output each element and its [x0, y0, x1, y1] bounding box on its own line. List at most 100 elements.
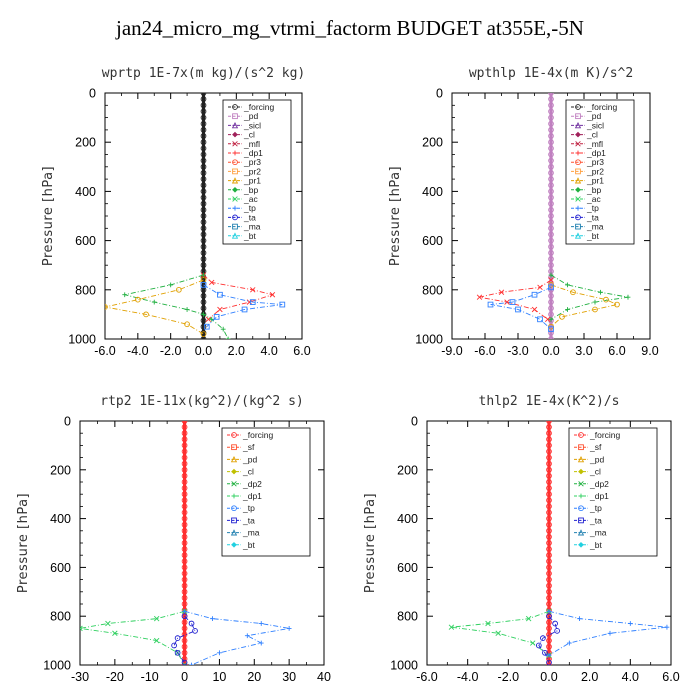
series-point: [200, 282, 207, 288]
legend-marker: [231, 444, 237, 451]
series-point: [566, 640, 572, 646]
legend-marker: [232, 150, 238, 156]
series-point: [546, 460, 552, 467]
series-point: [546, 521, 552, 528]
series-point: [509, 299, 516, 305]
legend-marker: [578, 432, 584, 438]
series-point: [548, 231, 554, 238]
legend-marker: [232, 141, 238, 147]
series-point: [515, 306, 521, 313]
panel-title: rtp2 1E-11x(kg^2)/(kg^2 s): [100, 394, 304, 409]
legend-marker: [575, 168, 581, 175]
legend-marker: [578, 481, 584, 487]
series-point: [200, 170, 207, 176]
series-point: [181, 515, 188, 522]
series-point: [598, 289, 603, 295]
series-point: [201, 312, 206, 317]
series-point: [200, 139, 207, 146]
series-point: [548, 114, 554, 121]
legend-label: _ta: [589, 515, 602, 525]
legend-marker: [575, 223, 581, 230]
series-point: [548, 262, 554, 269]
x-tick-label: 9.0: [641, 344, 658, 358]
series-point: [487, 301, 494, 308]
legend-label: _ma: [589, 528, 607, 538]
series-point: [200, 225, 207, 232]
series-point: [548, 250, 554, 256]
x-tick-label: -6.0: [416, 670, 438, 684]
legend-marker: [578, 444, 584, 451]
legend-label: _ma: [242, 528, 260, 538]
series-point: [200, 323, 207, 330]
series-line-dp1: [451, 610, 550, 656]
series-point: [181, 527, 188, 534]
series-point: [530, 640, 536, 646]
series-point: [546, 619, 552, 626]
y-tick-label: 600: [422, 234, 443, 248]
series-point: [181, 558, 188, 565]
legend-marker: [232, 205, 238, 211]
legend-label: _bt: [243, 231, 256, 241]
legend-marker: [578, 505, 584, 512]
series-point: [504, 299, 510, 305]
legend-marker: [231, 505, 237, 512]
x-tick-label: -3.0: [507, 344, 529, 358]
series-point: [548, 151, 554, 158]
series-point: [546, 625, 552, 632]
y-tick-label: 200: [397, 463, 418, 477]
legend-label: _pd: [243, 111, 258, 121]
series-point: [548, 256, 554, 262]
legend-marker: [578, 468, 584, 475]
chart-panel-4: thlp2 1E-4x(K^2)/s Pressure [hPa] 0 200 400 6…: [363, 394, 680, 684]
series-point: [546, 485, 552, 491]
legend-marker: [231, 232, 239, 239]
series-point: [181, 503, 188, 510]
series-point: [200, 120, 207, 127]
legend-label: _ac: [243, 194, 258, 204]
series-point: [531, 306, 538, 313]
series-point: [546, 540, 552, 546]
series-point: [181, 430, 188, 437]
series-group: [448, 421, 670, 665]
legend-marker: [574, 232, 582, 239]
series-point: [181, 442, 188, 449]
x-tick-label: 3.0: [575, 344, 592, 358]
series-point: [200, 133, 207, 139]
legend-label: _sicl: [243, 120, 261, 130]
series-point: [548, 330, 554, 336]
series-point: [217, 650, 222, 656]
series-point: [559, 314, 565, 320]
series-point: [181, 613, 188, 620]
series-point: [548, 213, 554, 219]
series-point: [217, 291, 223, 298]
series-point: [200, 145, 207, 152]
x-tick-label: -6.0: [474, 344, 496, 358]
x-tick-label: -30: [71, 670, 89, 684]
series-point: [153, 615, 160, 622]
y-axis-label: Pressure [hPa]: [16, 493, 31, 593]
series-point: [546, 601, 552, 607]
y-tick-label: 0: [64, 415, 71, 429]
series-point: [540, 635, 546, 642]
legend-marker: [230, 529, 238, 536]
series-point: [546, 576, 552, 583]
series-point: [244, 633, 250, 639]
series-point: [200, 194, 207, 201]
series-point: [241, 306, 248, 313]
series-point: [181, 662, 188, 665]
series-point: [548, 316, 554, 322]
y-tick-label: 600: [397, 561, 418, 575]
y-tick-label: 800: [397, 610, 418, 624]
legend-label: _bt: [589, 540, 602, 550]
series-line-tp: [490, 286, 552, 330]
series-point: [546, 442, 552, 449]
series-point: [548, 237, 554, 244]
series-point: [181, 509, 188, 516]
legend-label: _cl: [589, 467, 601, 477]
series-point: [548, 311, 554, 318]
legend: _forcing_pd_sicl_cl_mfl_dp1_pr3_pr2_pr1_…: [222, 99, 292, 245]
legend-label: _sicl: [586, 120, 604, 130]
series-point: [200, 293, 207, 299]
series-point: [200, 213, 207, 219]
